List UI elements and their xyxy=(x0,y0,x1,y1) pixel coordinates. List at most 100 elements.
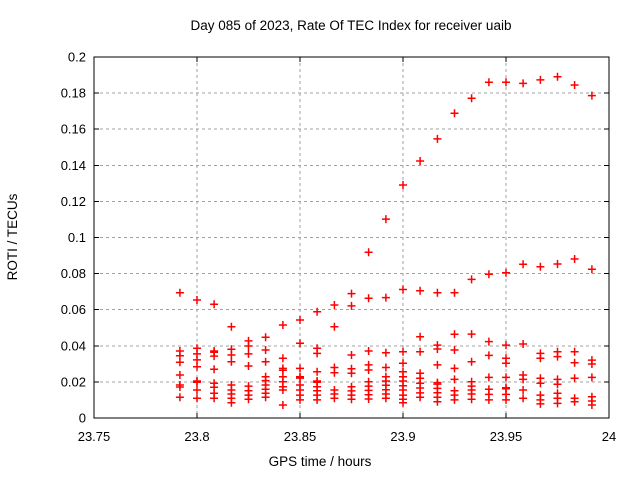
data-point-marker xyxy=(175,288,184,297)
data-point-marker xyxy=(484,373,493,382)
data-point-marker xyxy=(553,72,562,81)
data-point-marker xyxy=(450,109,459,118)
data-point-marker xyxy=(553,260,562,268)
plot-frame xyxy=(93,56,610,419)
data-point-marker xyxy=(210,352,219,361)
data-point-marker xyxy=(175,358,184,367)
data-point-marker xyxy=(330,322,339,331)
data-point-marker xyxy=(175,383,184,391)
data-point-marker xyxy=(278,401,287,409)
data-point-marker xyxy=(450,364,459,373)
data-point-marker xyxy=(416,347,425,356)
data-point-marker xyxy=(450,346,459,354)
y-tick-label: 0.02 xyxy=(61,374,86,389)
data-point-marker xyxy=(347,301,356,310)
data-points xyxy=(175,72,596,409)
data-point-marker xyxy=(570,358,579,367)
data-point-marker xyxy=(227,322,236,331)
data-point-marker xyxy=(467,330,476,339)
data-point-marker xyxy=(313,395,322,404)
axis-ticks xyxy=(93,56,610,419)
data-point-marker xyxy=(416,286,425,295)
data-point-marker xyxy=(261,357,270,366)
data-point-marker xyxy=(364,248,373,257)
data-point-marker xyxy=(313,307,322,316)
data-point-marker xyxy=(536,354,545,363)
data-point-marker xyxy=(570,397,579,406)
data-point-marker xyxy=(193,355,201,364)
data-point-marker xyxy=(570,255,579,263)
chart-title: Day 085 of 2023, Rate Of TEC Index for r… xyxy=(191,18,512,33)
data-point-marker xyxy=(484,78,493,87)
data-point-marker xyxy=(296,316,304,324)
y-tick-label: 0.16 xyxy=(61,122,86,137)
data-point-marker xyxy=(347,395,356,404)
data-point-marker xyxy=(536,262,545,271)
y-tick-label: 0.12 xyxy=(61,194,86,209)
x-axis-label: GPS time / hours xyxy=(269,454,372,469)
data-point-marker xyxy=(536,75,545,84)
data-point-marker xyxy=(536,399,545,408)
data-point-marker xyxy=(587,373,596,382)
data-point-marker xyxy=(296,395,304,404)
data-point-marker xyxy=(347,289,356,298)
y-tick-label: 0.2 xyxy=(68,50,86,65)
data-point-marker xyxy=(244,362,253,370)
data-point-marker xyxy=(450,375,459,384)
data-point-marker xyxy=(467,275,476,284)
data-point-marker xyxy=(278,354,287,363)
data-point-marker xyxy=(450,330,459,339)
data-point-marker xyxy=(519,260,528,269)
data-point-marker xyxy=(261,333,270,342)
data-point-marker xyxy=(484,351,493,360)
data-point-marker xyxy=(433,360,442,369)
data-point-marker xyxy=(587,91,596,100)
y-tick-label: 0.18 xyxy=(61,86,86,101)
data-point-marker xyxy=(433,288,442,297)
data-point-marker xyxy=(210,300,219,309)
data-point-marker xyxy=(484,395,493,404)
data-point-marker xyxy=(502,359,510,368)
y-tick-label: 0.08 xyxy=(61,266,86,281)
y-tick-label: 0 xyxy=(79,411,86,426)
data-point-marker xyxy=(570,347,579,356)
data-point-marker xyxy=(587,360,596,368)
data-point-marker xyxy=(381,215,390,224)
data-point-marker xyxy=(553,380,562,389)
data-point-marker xyxy=(330,394,339,403)
data-point-marker xyxy=(227,357,236,366)
data-point-marker xyxy=(399,285,407,294)
data-point-marker xyxy=(244,395,253,404)
data-point-marker xyxy=(210,394,219,403)
data-point-marker xyxy=(296,364,304,373)
data-point-marker xyxy=(175,371,184,379)
data-point-marker xyxy=(519,340,528,348)
data-point-marker xyxy=(364,395,373,403)
data-point-marker xyxy=(587,265,596,274)
data-point-marker xyxy=(278,386,287,394)
data-point-marker xyxy=(553,352,562,361)
data-point-marker xyxy=(416,157,425,165)
data-point-marker xyxy=(536,379,545,388)
data-point-marker xyxy=(227,398,236,407)
data-point-marker xyxy=(193,394,201,403)
data-point-marker xyxy=(416,332,425,341)
data-point-marker xyxy=(364,366,373,374)
data-point-marker xyxy=(381,293,390,302)
x-tick-label: 23.75 xyxy=(78,429,111,444)
data-point-marker xyxy=(399,398,407,407)
x-tick-label: 24 xyxy=(602,429,616,444)
data-point-marker xyxy=(313,349,322,358)
data-point-marker xyxy=(313,367,322,376)
plot-border xyxy=(93,56,610,419)
x-tick-label: 23.8 xyxy=(184,429,209,444)
data-point-marker xyxy=(381,394,390,403)
data-point-marker xyxy=(433,134,442,143)
data-point-marker xyxy=(570,81,579,89)
data-point-marker xyxy=(587,401,596,409)
data-point-marker xyxy=(399,181,407,189)
y-tick-label: 0.14 xyxy=(61,158,86,173)
data-point-marker xyxy=(347,351,356,359)
data-point-marker xyxy=(433,397,442,406)
